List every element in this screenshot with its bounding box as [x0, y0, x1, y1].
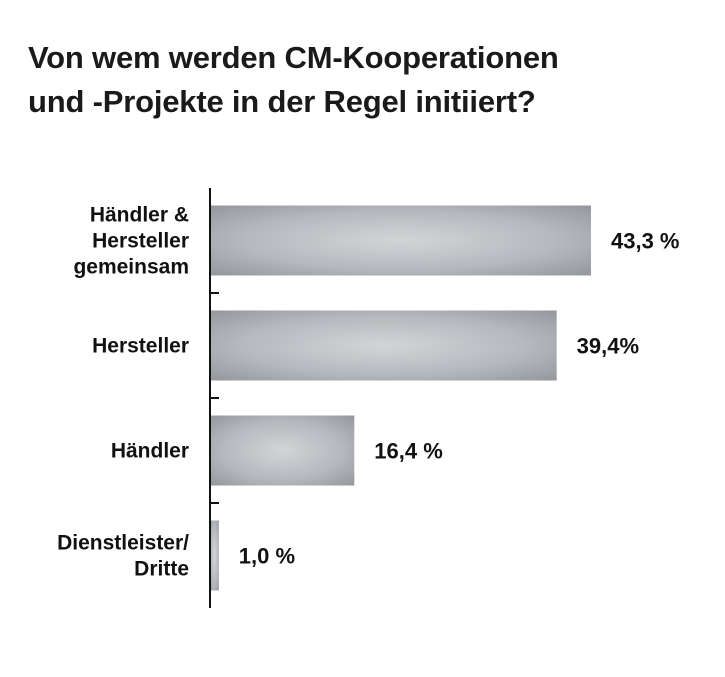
category-label-2: Händler [111, 440, 189, 463]
chart-title-line-2: und -Projekte in der Regel initiiert? [28, 84, 536, 119]
bar-2 [210, 415, 355, 486]
value-label-3: 1,0 % [239, 544, 295, 569]
chart-title: Von wem werden CM-Kooperationen und -Pro… [28, 36, 708, 124]
chart-title-line-1: Von wem werden CM-Kooperationen [28, 40, 559, 75]
bar-3 [210, 520, 219, 591]
category-label-0: Händler & Hersteller gemeinsam [73, 204, 189, 279]
bar-0 [210, 205, 591, 276]
value-label-1: 39,4% [577, 334, 639, 359]
value-label-2: 16,4 % [374, 439, 443, 464]
category-label-1: Hersteller [92, 335, 189, 358]
category-label-3: Dienstleister/Dritte [57, 532, 189, 581]
value-label-0: 43,3 % [611, 229, 680, 254]
bar-1 [210, 310, 557, 381]
